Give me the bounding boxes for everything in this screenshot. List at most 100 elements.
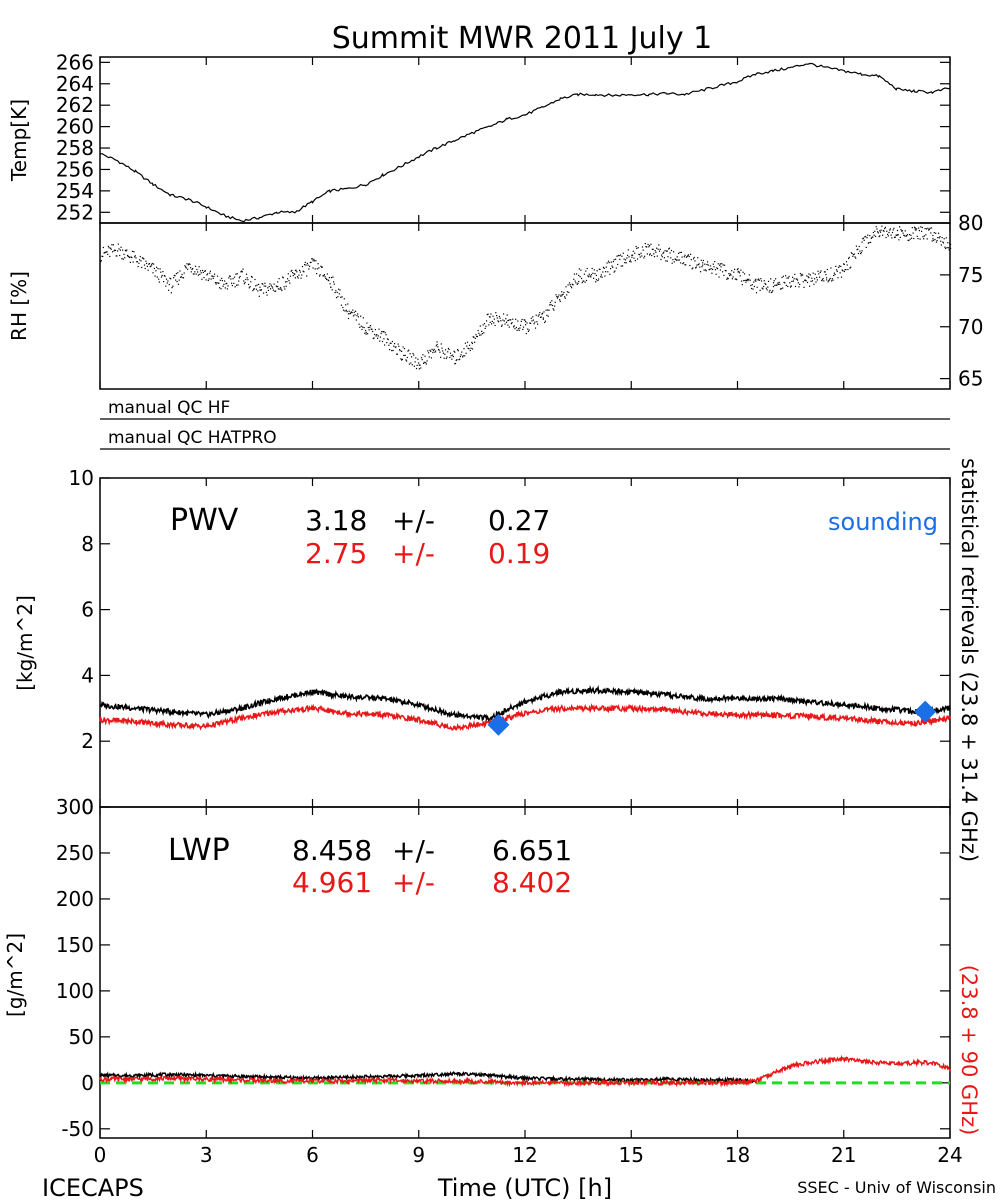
rh-point (484, 327, 486, 329)
rh-point (804, 279, 806, 281)
rh-point (491, 323, 493, 325)
rh-point (437, 348, 440, 351)
rh-point (321, 266, 323, 268)
rh-point (862, 238, 864, 240)
rh-point (489, 316, 491, 318)
rh-point (761, 287, 763, 289)
rh-point (472, 336, 474, 338)
rh-point (360, 325, 362, 327)
rh-point (899, 236, 901, 238)
rh-point (220, 288, 222, 290)
rh-point (582, 280, 584, 282)
rh-point (250, 275, 253, 278)
rh-point (316, 273, 318, 275)
rh-point (710, 268, 712, 270)
rh-point (942, 241, 944, 243)
rh-point (450, 355, 452, 357)
rh-point (576, 273, 578, 275)
rh-point (440, 343, 442, 345)
rh-points (100, 225, 952, 370)
rh-point (403, 348, 406, 350)
rh-point (753, 281, 755, 283)
rh-point (631, 256, 633, 258)
rh-point (581, 277, 583, 280)
rh-point (422, 354, 424, 356)
rh-point (715, 273, 717, 275)
rh-point (127, 255, 129, 257)
rh-point (815, 281, 817, 283)
rh-point (157, 268, 159, 270)
pwv-ylabel: [kg/m^2] (13, 595, 37, 691)
rh-point (140, 260, 142, 262)
rh-point (745, 281, 747, 283)
rh-point (259, 289, 261, 291)
rh-point (717, 268, 719, 270)
rh-point (838, 265, 840, 267)
rh-point (248, 287, 250, 289)
rh-point (436, 343, 438, 346)
rh-point (210, 278, 212, 280)
rh-point (456, 359, 458, 361)
rh-point (696, 264, 698, 266)
rh-point (307, 264, 309, 266)
rh-point (509, 319, 511, 321)
rh-point (338, 293, 340, 295)
rh-point (886, 230, 888, 232)
lwp-red-line (99, 1054, 951, 1088)
rh-point (627, 254, 629, 256)
pwv-stats-black: 3.18 +/- 0.27 (305, 504, 550, 537)
rh-point (393, 345, 395, 347)
rh-point (285, 285, 287, 287)
rh-point (665, 260, 667, 262)
rh-point (689, 264, 691, 267)
rh-point (486, 314, 488, 316)
rh-point (447, 347, 449, 349)
rh-point (629, 260, 631, 262)
y-tick-label: 80 (958, 211, 983, 235)
rh-point (265, 285, 267, 287)
rh-point (840, 276, 843, 278)
rh-point (355, 319, 357, 321)
rh-point (103, 252, 105, 254)
rh-point (249, 286, 251, 288)
rh-point (360, 315, 362, 317)
rh-point (207, 279, 209, 282)
rh-point (843, 263, 845, 265)
rh-point (320, 265, 322, 267)
rh-point (796, 278, 798, 280)
rh-point (359, 326, 361, 328)
rh-point (944, 246, 946, 248)
rh-point (848, 257, 850, 260)
rh-point (622, 252, 624, 254)
rh-point (921, 230, 923, 232)
rh-point (294, 269, 296, 272)
rh-point (442, 352, 444, 354)
rh-point (232, 278, 234, 280)
rh-point (896, 234, 899, 236)
rh-point (289, 282, 291, 284)
rh-point (555, 294, 557, 296)
rh-point (826, 277, 828, 279)
rh-point (528, 329, 530, 331)
rh-point (551, 300, 553, 302)
rh-point (134, 256, 136, 258)
rh-point (510, 319, 512, 321)
rh-point (165, 285, 167, 287)
rh-point (353, 311, 355, 313)
rh-point (932, 234, 934, 237)
rh-point (219, 287, 221, 289)
rh-point (789, 286, 792, 288)
chart-title: Summit MWR 2011 July 1 (332, 21, 713, 56)
rh-point (612, 261, 614, 263)
rh-point (506, 314, 508, 316)
rh-point (843, 263, 845, 265)
rh-point (860, 253, 862, 255)
rh-point (865, 246, 867, 248)
rh-point (228, 275, 231, 277)
rh-point (558, 294, 560, 296)
rh-point (668, 247, 670, 249)
rh-point (778, 281, 780, 283)
rh-point (912, 232, 914, 234)
rh-point (369, 326, 371, 328)
rh-point (381, 330, 383, 333)
